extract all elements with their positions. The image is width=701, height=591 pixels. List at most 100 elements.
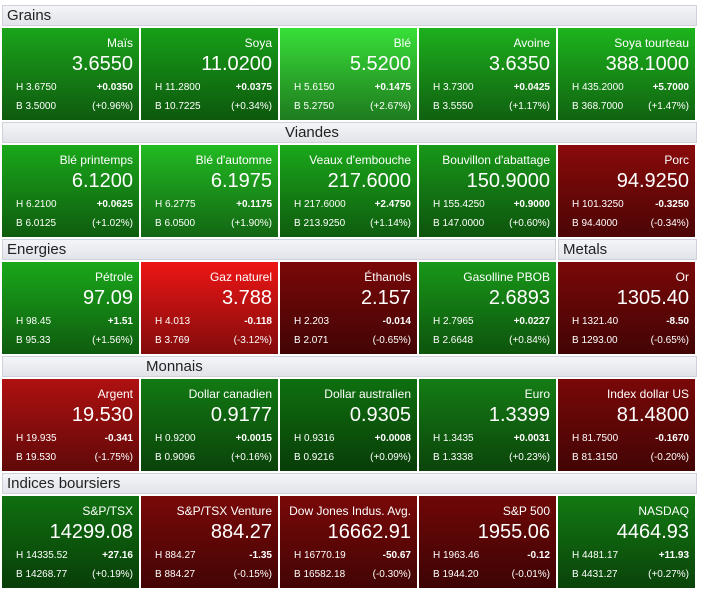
quote-high: H 11.2800 [155, 82, 201, 93]
quote-high: H 19.935 [16, 433, 57, 444]
quote-high: H 2.7965 [433, 316, 474, 327]
quote-name: S&P 500 [502, 504, 550, 518]
quote-change: -50.67 [382, 550, 411, 561]
quote-tile[interactable]: S&P 500 1955.06 H 1963.46 -0.12 B 1944.20 (-0… [419, 496, 557, 588]
quote-percent: (-0.20%) [650, 452, 689, 463]
quote-tile[interactable]: Éthanols 2.157 H 2.203 -0.014 B 2.071 (-0.65%… [280, 262, 418, 354]
quote-tile[interactable]: Index dollar US 81.4800 H 81.7500 -0.1670 B … [558, 379, 696, 471]
quote-tile[interactable]: Porc 94.9250 H 101.3250 -0.3250 B 94.4000 (-0… [558, 145, 696, 237]
quote-percent: (+1.90%) [231, 218, 272, 229]
quote-percent: (+0.60%) [509, 218, 550, 229]
quote-tile[interactable]: Or 1305.40 H 1321.40 -8.50 B 1293.00 (-0.65%) [558, 262, 696, 354]
quote-value: 884.27 [210, 521, 272, 543]
quote-name: Argent [97, 387, 133, 401]
quote-value: 2.157 [360, 287, 411, 309]
quote-percent: (+0.19%) [92, 569, 133, 580]
quote-low: B 884.27 [155, 569, 196, 580]
quote-name: Blé printemps [59, 153, 133, 167]
quote-value: 11.0200 [201, 53, 272, 75]
quote-low: B 10.7225 [155, 101, 201, 112]
quote-low: B 6.0500 [155, 218, 196, 229]
quote-name: Éthanols [364, 270, 411, 284]
quote-percent: (+0.16%) [231, 452, 272, 463]
quote-tile[interactable]: Pétrole 97.09 H 98.45 +1.51 B 95.33 (+1.56%) [2, 262, 140, 354]
quote-change: -1.35 [249, 550, 272, 561]
quote-tile[interactable]: NASDAQ 4464.93 H 4481.17 +11.93 B 4431.27 (+0… [558, 496, 696, 588]
quote-change: +0.0015 [235, 433, 272, 444]
quote-tile[interactable]: Gasolline PBOB 2.6893 H 2.7965 +0.0227 B 2.6… [419, 262, 557, 354]
quote-change: -0.12 [527, 550, 550, 561]
quote-tile[interactable]: Gaz naturel 3.788 H 4.013 -0.118 B 3.769 (-3.… [141, 262, 279, 354]
quote-value: 6.1200 [71, 170, 133, 192]
quote-name: Dow Jones Indus. Avg. [289, 504, 411, 518]
quote-tile[interactable]: Blé d'automne 6.1975 H 6.2775 +0.1175 B 6.05… [141, 145, 279, 237]
quote-percent: (-0.34%) [650, 218, 689, 229]
quote-value: 0.9305 [349, 404, 411, 426]
quote-name: Avoine [513, 36, 550, 50]
section-header: Grains [2, 5, 697, 26]
quote-tile[interactable]: Blé printemps 6.1200 H 6.2100 +0.0625 B 6.01… [2, 145, 140, 237]
quote-change: +1.51 [107, 316, 133, 327]
quote-value: 3.788 [221, 287, 272, 309]
quote-percent: (+1.02%) [92, 218, 133, 229]
quote-name: NASDAQ [638, 504, 689, 518]
quote-value: 1.3399 [488, 404, 550, 426]
quote-percent: (+0.96%) [92, 101, 133, 112]
quote-percent: (+0.23%) [509, 452, 550, 463]
quote-low: B 0.9096 [155, 452, 196, 463]
quote-value: 217.6000 [327, 170, 411, 192]
quote-low: B 16582.18 [294, 569, 346, 580]
quote-tile[interactable]: Argent 19.530 H 19.935 -0.341 B 19.530 (-1.75… [2, 379, 140, 471]
quote-low: B 14268.77 [16, 569, 68, 580]
quote-low: B 4431.27 [572, 569, 618, 580]
quote-name: Blé d'automne [195, 153, 272, 167]
quote-low: B 1944.20 [433, 569, 479, 580]
quote-name: S&P/TSX [82, 504, 133, 518]
quote-tile[interactable]: Bouvillon d'abattage 150.9000 H 155.4250 +0… [419, 145, 557, 237]
quote-tile[interactable]: Soya tourteau 388.1000 H 435.2000 +5.7000 B … [558, 28, 696, 120]
quote-tile[interactable]: Avoine 3.6350 H 3.7300 +0.0425 B 3.5550 (+1.1… [419, 28, 557, 120]
quote-name: Soya tourteau [614, 36, 689, 50]
quote-value: 1305.40 [616, 287, 689, 309]
quote-high: H 0.9200 [155, 433, 196, 444]
quote-value: 3.6550 [71, 53, 133, 75]
quote-percent: (-0.01%) [511, 569, 550, 580]
quote-high: H 1.3435 [433, 433, 474, 444]
quote-tile[interactable]: Maïs 3.6550 H 3.6750 +0.0350 B 3.5000 (+0.96%… [2, 28, 140, 120]
quote-value: 3.6350 [488, 53, 550, 75]
quote-name: Veaux d'embouche [309, 153, 411, 167]
quote-high: H 4481.17 [572, 550, 619, 561]
quote-name: S&P/TSX Venture [176, 504, 272, 518]
quote-tile[interactable]: Dow Jones Indus. Avg. 16662.91 H 16770.19 -… [280, 496, 418, 588]
quote-percent: (+2.67%) [370, 101, 411, 112]
quote-percent: (+1.56%) [92, 335, 133, 346]
quote-percent: (-0.15%) [233, 569, 272, 580]
quote-name: Pétrole [94, 270, 133, 284]
quote-tile[interactable]: Veaux d'embouche 217.6000 H 217.6000 +2.475… [280, 145, 418, 237]
quote-change: +2.4750 [374, 199, 411, 210]
quote-change: -0.3250 [655, 199, 689, 210]
quote-low: B 368.7000 [572, 101, 624, 112]
quote-value: 5.5200 [349, 53, 411, 75]
quote-name: Bouvillon d'abattage [442, 153, 550, 167]
quote-tile[interactable]: S&P/TSX 14299.08 H 14335.52 +27.16 B 14268.7… [2, 496, 140, 588]
quote-tile[interactable]: S&P/TSX Venture 884.27 H 884.27 -1.35 B 884.… [141, 496, 279, 588]
quote-value: 94.9250 [616, 170, 689, 192]
quote-name: Maïs [106, 36, 133, 50]
quote-value: 2.6893 [488, 287, 550, 309]
quote-percent: (-0.65%) [372, 335, 411, 346]
quote-change: +0.0031 [513, 433, 550, 444]
quote-tile[interactable]: Blé 5.5200 H 5.6150 +0.1475 B 5.2750 (+2.67%) [280, 28, 418, 120]
quote-tile[interactable]: Euro 1.3399 H 1.3435 +0.0031 B 1.3338 (+0.23%… [419, 379, 557, 471]
quote-low: B 213.9250 [294, 218, 346, 229]
quote-name: Porc [664, 153, 689, 167]
section-header: Monnais [2, 356, 697, 377]
quote-tile[interactable]: Soya 11.0200 H 11.2800 +0.0375 B 10.7225 (+0.… [141, 28, 279, 120]
quote-tile[interactable]: Dollar australien 0.9305 H 0.9316 +0.0008 B … [280, 379, 418, 471]
quote-high: H 98.45 [16, 316, 52, 327]
quote-name: Gaz naturel [209, 270, 272, 284]
section-header: Viandes [2, 122, 697, 143]
quote-change: +27.16 [102, 550, 133, 561]
quote-percent: (+0.27%) [648, 569, 689, 580]
quote-tile[interactable]: Dollar canadien 0.9177 H 0.9200 +0.0015 B 0.… [141, 379, 279, 471]
